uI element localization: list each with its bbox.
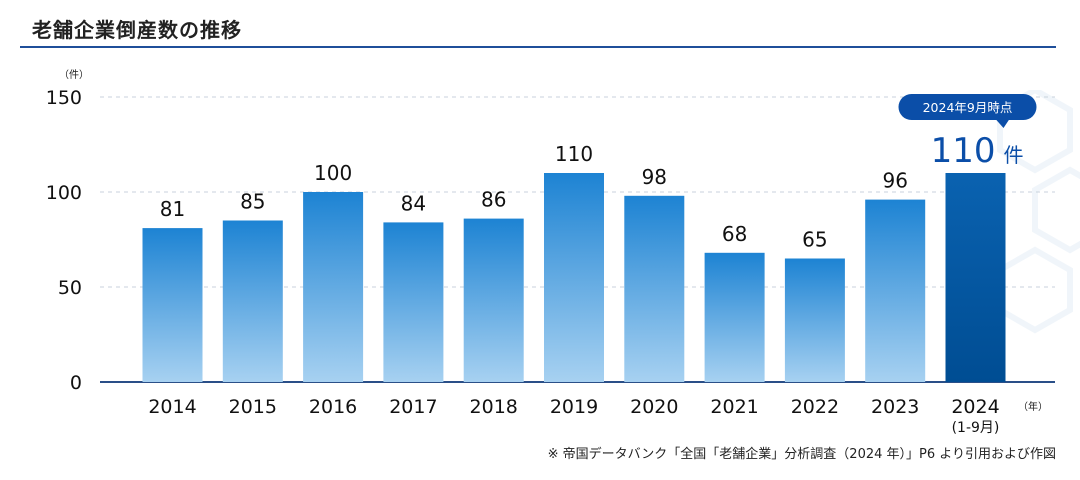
x-tick-label: 2023 <box>871 396 919 418</box>
bar-2024 <box>945 173 1006 382</box>
bar-2014 <box>142 228 203 382</box>
source-note: ※ 帝国データバンク「全国「老舗企業」分析調査（2024 年）」P6 より引用お… <box>547 447 1056 462</box>
x-tick-label: 2020 <box>630 396 678 418</box>
data-label: 84 <box>401 191 426 215</box>
x-tick-label: 2017 <box>389 396 437 418</box>
page-title: 老舗企業倒産数の推移 <box>32 18 242 42</box>
x-tick-label: 2018 <box>470 396 518 418</box>
data-label: 96 <box>882 169 907 193</box>
data-label: 85 <box>240 190 265 214</box>
bar-2023 <box>865 199 926 382</box>
y-axis-unit-label: （件） <box>59 69 89 81</box>
x-axis-unit-label: （年） <box>1018 400 1048 413</box>
bar-2020 <box>624 195 685 382</box>
callout-pointer <box>995 119 1010 128</box>
x-tick-label: 2016 <box>309 396 357 418</box>
x-tick-label: 2015 <box>229 396 277 418</box>
callout-unit: 件 <box>1004 143 1024 167</box>
data-label: 65 <box>802 228 827 252</box>
data-label: 81 <box>160 197 185 221</box>
data-label: 110 <box>555 142 593 166</box>
data-label: 68 <box>722 222 747 246</box>
x-tick-sublabel: (1-9月) <box>952 420 1000 436</box>
y-tick-label: 100 <box>46 182 82 204</box>
bar-2019 <box>544 173 604 382</box>
bar-2018 <box>463 218 524 382</box>
title-underline <box>20 46 1056 48</box>
x-tick-label: 2019 <box>550 396 598 418</box>
x-tick-label: 2024 <box>951 396 999 418</box>
y-tick-label: 150 <box>46 87 82 109</box>
bar-2022 <box>784 258 845 382</box>
x-tick-label: 2022 <box>791 396 839 418</box>
data-label: 86 <box>481 188 506 212</box>
bar-2016 <box>303 192 364 382</box>
bar-2015 <box>222 220 283 382</box>
data-label: 98 <box>642 165 667 189</box>
callout-value: 110 <box>931 131 996 171</box>
bar-2021 <box>704 252 765 382</box>
callout-badge-text: 2024年9月時点 <box>923 100 1013 115</box>
x-tick-label: 2021 <box>710 396 758 418</box>
bar-chart: 0 50 100 150 81 85 100 84 86 110 98 68 65 96 2014 201… <box>46 69 1055 436</box>
x-tick-label: 2014 <box>148 396 196 418</box>
bar-2017 <box>383 222 444 382</box>
y-tick-label: 0 <box>70 372 82 394</box>
data-label: 100 <box>314 161 352 185</box>
y-tick-label: 50 <box>58 277 82 299</box>
callout-badge <box>898 94 1037 120</box>
